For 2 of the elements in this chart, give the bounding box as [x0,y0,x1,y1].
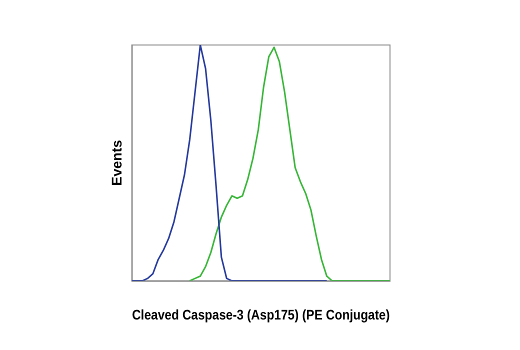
x-axis-title: Cleaved Caspase-3 (Asp175) (PE Conjugate) [132,306,390,323]
y-axis-title: Events [108,140,124,186]
